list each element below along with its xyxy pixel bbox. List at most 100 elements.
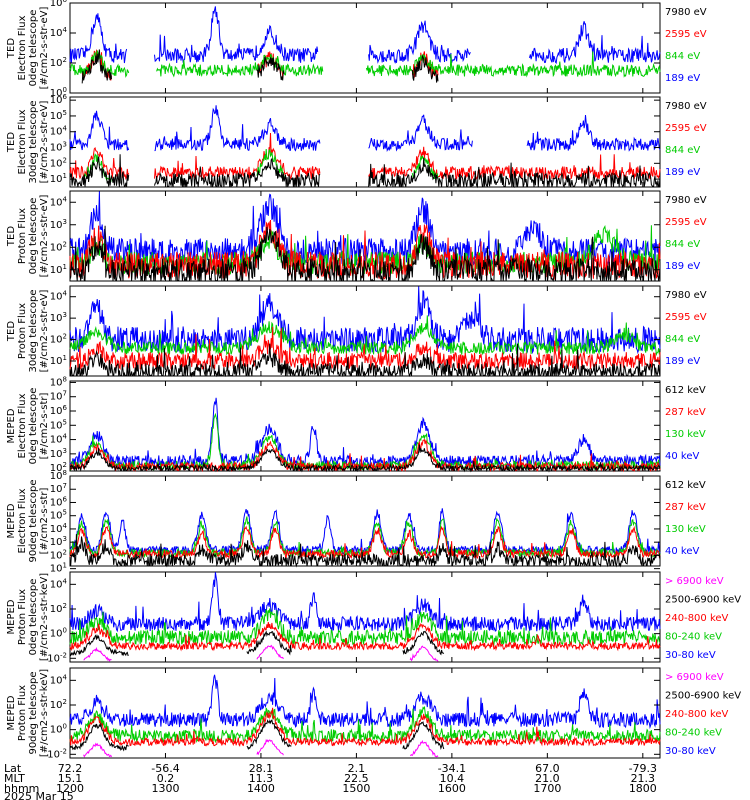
flux-panel-8: 10-2 100 102 104 MEPED Proton Flux 90deg teles… [6, 667, 741, 760]
bottom-row-label: hhmm [4, 782, 39, 795]
series-line-1 [69, 397, 661, 469]
legend-entry: 844 eV [665, 145, 700, 156]
y-tick-label: 108 [50, 375, 67, 388]
y-axis-label: 0deg telescope [28, 198, 39, 275]
y-tick-label: 104 [50, 290, 68, 303]
legend-entry: 844 eV [665, 51, 700, 62]
y-tick-label: 102 [50, 156, 67, 169]
y-tick-label: 108 [50, 469, 67, 482]
bottom-lat-value: 72.2 [58, 762, 83, 775]
bottom-row-label: 2025 Mar 15 [4, 790, 74, 800]
y-tick-label: 100 [50, 627, 67, 640]
series-line-1 [69, 105, 661, 152]
y-tick-label: 105 [50, 509, 67, 522]
y-axis-label: [#/cm2-s-str] [39, 392, 50, 459]
legend-entry: 40 keV [665, 451, 699, 462]
y-axis-label: MEPED [6, 408, 17, 443]
series-line-3 [69, 525, 661, 560]
series-line-4 [69, 343, 661, 378]
y-tick-label: 103 [50, 535, 67, 548]
legend-entry: 80-240 keV [665, 728, 722, 739]
y-axis-label: 30deg telescope [28, 289, 39, 372]
y-tick-label: 104 [50, 26, 68, 39]
y-tick-label: 10-2 [47, 651, 67, 664]
legend-entry: 2595 eV [665, 29, 707, 40]
legend-entry: 189 eV [665, 356, 700, 367]
bottom-mlt-value: 11.3 [249, 772, 274, 785]
y-tick-label: 10-2 [47, 747, 67, 760]
bottom-lat-value: 67.0 [535, 762, 560, 775]
y-axis-label: Electron Flux [17, 393, 28, 458]
series-line-2 [69, 224, 661, 276]
legend-entry: 130 keV [665, 429, 706, 440]
y-tick-label: 106 [50, 495, 68, 508]
legend-entry: 240-800 keV [665, 613, 729, 624]
legend-entry: 287 keV [665, 502, 706, 513]
y-axis-label: TED [6, 132, 17, 153]
series-line-4 [69, 534, 661, 568]
legend-entry: 844 eV [665, 334, 700, 345]
panel-frame [69, 2, 661, 94]
y-axis-label: Proton Flux [17, 208, 28, 264]
y-axis-label: 90deg telescope [28, 671, 39, 754]
y-tick-label: 107 [50, 390, 67, 403]
y-tick-label: 104 [50, 195, 68, 208]
bottom-hhmm-value: 1700 [533, 782, 561, 795]
y-axis-label: TED [6, 38, 17, 59]
y-tick-label: 104 [50, 522, 68, 535]
series-line-4 [69, 630, 445, 657]
legend-entry: 2500-6900 keV [665, 691, 741, 702]
y-tick-label: 101 [50, 354, 67, 367]
series-line-1 [69, 674, 661, 729]
y-tick-label: 102 [50, 548, 67, 561]
y-tick-label: 105 [50, 109, 67, 122]
series-line-4 [69, 444, 661, 473]
series-line-2 [69, 608, 660, 646]
series-line-3 [69, 707, 661, 748]
y-tick-label: 102 [50, 240, 67, 253]
y-axis-label: Proton Flux [17, 303, 28, 359]
legend-entry: 7980 eV [665, 195, 707, 206]
series-line-3 [69, 622, 661, 652]
y-axis-label: MEPED [6, 695, 17, 730]
panel-frame [69, 571, 661, 663]
panel-frame [69, 380, 661, 472]
panels: 100 102 104 106 TED Electron Flux 0deg telesco… [6, 0, 741, 760]
flux-panel-7: 10-2 100 102 104 MEPED Proton Flux 0deg telesc… [6, 571, 741, 664]
y-axis-label: 0deg telescope [28, 10, 39, 87]
y-tick-label: 102 [50, 333, 67, 346]
y-tick-label: 105 [50, 418, 67, 431]
legend-entry: 240-800 keV [665, 709, 729, 720]
series-line-1 [69, 191, 661, 267]
y-axis-label: [#/cm2-s-str-eV] [39, 7, 50, 90]
y-tick-label: 103 [50, 311, 67, 324]
bottom-mlt-value: 15.1 [58, 772, 83, 785]
panel-frame [69, 475, 661, 567]
series-line-3 [69, 219, 661, 281]
bottom-lat-value: -56.4 [151, 762, 179, 775]
y-tick-label: 106 [50, 404, 68, 417]
y-axis-label: Electron Flux [17, 488, 28, 553]
y-tick-label: 100 [50, 86, 67, 99]
bottom-hhmm-value: 1200 [56, 782, 84, 795]
bottom-row-label: MLT [4, 772, 25, 785]
series-line-4 [81, 49, 439, 84]
bottom-lat-value: -79.3 [629, 762, 657, 775]
legend-entry: 30-80 keV [665, 650, 716, 661]
bottom-mlt-value: 21.0 [535, 772, 560, 785]
bottom-lat-value: 28.1 [249, 762, 274, 775]
y-tick-label: 104 [50, 673, 68, 686]
y-tick-label: 102 [50, 56, 67, 69]
series-line-2 [81, 48, 439, 81]
bottom-hhmm-value: 1600 [438, 782, 466, 795]
y-tick-label: 101 [50, 172, 67, 185]
y-axis-label: 30deg telescope [28, 100, 39, 183]
series-line-2 [69, 706, 661, 744]
y-axis-label: MEPED [6, 599, 17, 634]
series-line-3 [69, 438, 661, 473]
flux-panel-1: 100 102 104 106 TED Electron Flux 0deg telesco… [6, 0, 707, 99]
bottom-mlt-value: 0.2 [157, 772, 175, 785]
legend-entry: 130 keV [665, 524, 706, 535]
